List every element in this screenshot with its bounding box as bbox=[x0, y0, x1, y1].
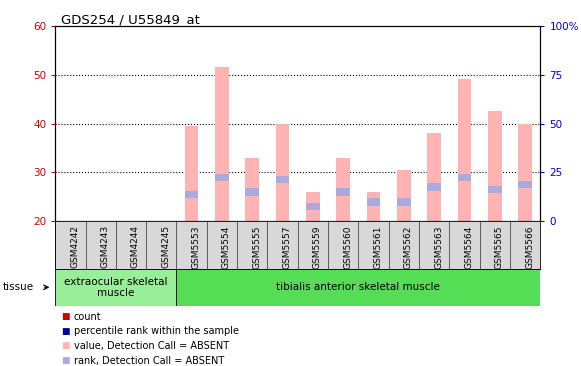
Bar bbox=[215, 67, 229, 221]
Text: GSM5564: GSM5564 bbox=[465, 225, 474, 269]
Bar bbox=[276, 123, 289, 221]
Text: tibialis anterior skeletal muscle: tibialis anterior skeletal muscle bbox=[277, 282, 440, 292]
Text: GSM5560: GSM5560 bbox=[343, 225, 352, 269]
Text: GSM5565: GSM5565 bbox=[495, 225, 504, 269]
Text: GSM4244: GSM4244 bbox=[131, 225, 140, 268]
Text: GSM4245: GSM4245 bbox=[162, 225, 170, 268]
Bar bbox=[336, 158, 350, 221]
Text: ■: ■ bbox=[61, 312, 70, 321]
Bar bbox=[428, 133, 441, 221]
Text: count: count bbox=[74, 311, 102, 322]
Bar bbox=[367, 192, 381, 221]
Bar bbox=[306, 203, 320, 210]
Bar bbox=[518, 123, 532, 221]
Bar bbox=[428, 183, 441, 191]
Bar bbox=[185, 191, 199, 198]
Bar bbox=[306, 192, 320, 221]
Bar bbox=[367, 198, 381, 206]
Text: GSM5553: GSM5553 bbox=[192, 225, 200, 269]
Bar bbox=[397, 198, 411, 206]
Bar bbox=[177, 269, 540, 306]
Text: GSM4243: GSM4243 bbox=[101, 225, 110, 268]
Bar bbox=[276, 176, 289, 183]
Bar bbox=[245, 158, 259, 221]
Text: GSM5554: GSM5554 bbox=[222, 225, 231, 269]
Text: rank, Detection Call = ABSENT: rank, Detection Call = ABSENT bbox=[74, 355, 224, 366]
Text: ■: ■ bbox=[61, 327, 70, 336]
Text: ■: ■ bbox=[61, 341, 70, 350]
Text: value, Detection Call = ABSENT: value, Detection Call = ABSENT bbox=[74, 341, 229, 351]
Text: GSM5559: GSM5559 bbox=[313, 225, 322, 269]
Bar bbox=[518, 181, 532, 188]
Text: GSM5561: GSM5561 bbox=[374, 225, 382, 269]
Bar bbox=[397, 170, 411, 221]
Text: GSM5566: GSM5566 bbox=[525, 225, 534, 269]
Bar bbox=[215, 174, 229, 181]
Text: GSM5557: GSM5557 bbox=[282, 225, 292, 269]
Bar bbox=[488, 111, 501, 221]
Bar bbox=[488, 186, 501, 193]
Text: tissue: tissue bbox=[3, 282, 34, 292]
Bar bbox=[336, 188, 350, 196]
Text: GSM5562: GSM5562 bbox=[404, 225, 413, 269]
Bar bbox=[458, 174, 471, 181]
Text: percentile rank within the sample: percentile rank within the sample bbox=[74, 326, 239, 336]
Bar bbox=[55, 269, 177, 306]
Text: GSM4242: GSM4242 bbox=[70, 225, 80, 268]
Bar bbox=[458, 79, 471, 221]
Text: GSM5563: GSM5563 bbox=[434, 225, 443, 269]
Text: extraocular skeletal
muscle: extraocular skeletal muscle bbox=[64, 276, 167, 298]
Bar bbox=[245, 188, 259, 196]
Text: GSM5555: GSM5555 bbox=[252, 225, 261, 269]
Bar bbox=[185, 126, 199, 221]
Text: ■: ■ bbox=[61, 356, 70, 365]
Text: GDS254 / U55849_at: GDS254 / U55849_at bbox=[61, 13, 200, 26]
